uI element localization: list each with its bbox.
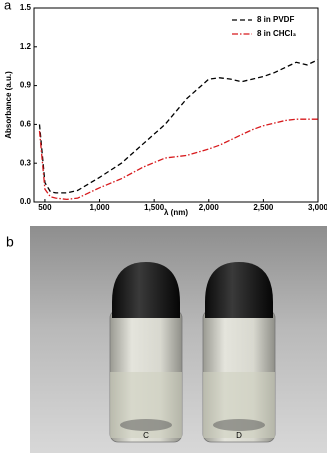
photo: C D — [30, 226, 327, 453]
x-tick-label: 500 — [38, 203, 52, 212]
vial-label: D — [236, 431, 242, 440]
y-tick-label: 0.6 — [20, 120, 32, 129]
series-line — [38, 118, 318, 201]
y-tick-label: 0.9 — [20, 81, 32, 90]
y-tick-label: 0.0 — [20, 197, 32, 206]
y-tick-label: 1.5 — [20, 3, 32, 12]
vial-label: C — [143, 431, 149, 440]
x-tick-label: 3,000 — [308, 203, 327, 212]
panel-label: a — [4, 0, 12, 12]
plot-frame — [33, 7, 319, 203]
x-tick-label: 1,500 — [144, 203, 165, 212]
x-tick-label: 2,500 — [253, 203, 274, 212]
legend-label: 8 in CHCl₃ — [257, 29, 297, 38]
y-tick-label: 0.3 — [20, 158, 32, 167]
x-axis-label: λ (nm) — [164, 208, 188, 217]
panel-label: b — [6, 234, 14, 250]
vial — [109, 262, 183, 443]
y-tick-label: 1.2 — [20, 42, 32, 51]
vial — [202, 262, 276, 443]
x-tick-label: 1,000 — [90, 203, 111, 212]
legend-label: 8 in PVDF — [257, 15, 294, 24]
x-tick-label: 2,000 — [199, 203, 220, 212]
series-line — [38, 59, 319, 194]
y-axis-label: Absorbance (a.u.) — [4, 71, 13, 139]
